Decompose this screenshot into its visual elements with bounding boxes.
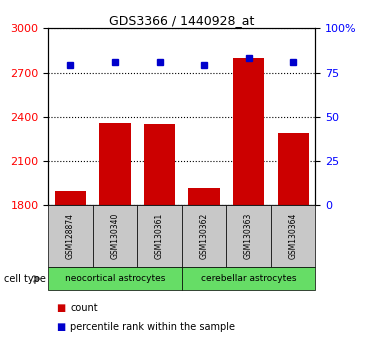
- Text: count: count: [70, 303, 98, 313]
- Text: cerebellar astrocytes: cerebellar astrocytes: [201, 274, 296, 283]
- Text: neocortical astrocytes: neocortical astrocytes: [65, 274, 165, 283]
- Bar: [144, 124, 175, 205]
- Bar: [233, 58, 264, 205]
- Text: percentile rank within the sample: percentile rank within the sample: [70, 322, 236, 332]
- Bar: [278, 133, 309, 205]
- Text: GSM130340: GSM130340: [111, 213, 119, 259]
- Text: GSM130363: GSM130363: [244, 213, 253, 259]
- Text: GSM130364: GSM130364: [289, 213, 298, 259]
- Bar: [55, 190, 86, 205]
- Title: GDS3366 / 1440928_at: GDS3366 / 1440928_at: [109, 14, 255, 27]
- Text: ■: ■: [56, 303, 65, 313]
- Text: GSM128874: GSM128874: [66, 213, 75, 259]
- Text: GSM130361: GSM130361: [155, 213, 164, 259]
- Bar: [188, 188, 220, 205]
- Bar: [99, 123, 131, 205]
- Text: GSM130362: GSM130362: [200, 213, 209, 259]
- Text: ■: ■: [56, 322, 65, 332]
- Text: cell type: cell type: [4, 274, 46, 284]
